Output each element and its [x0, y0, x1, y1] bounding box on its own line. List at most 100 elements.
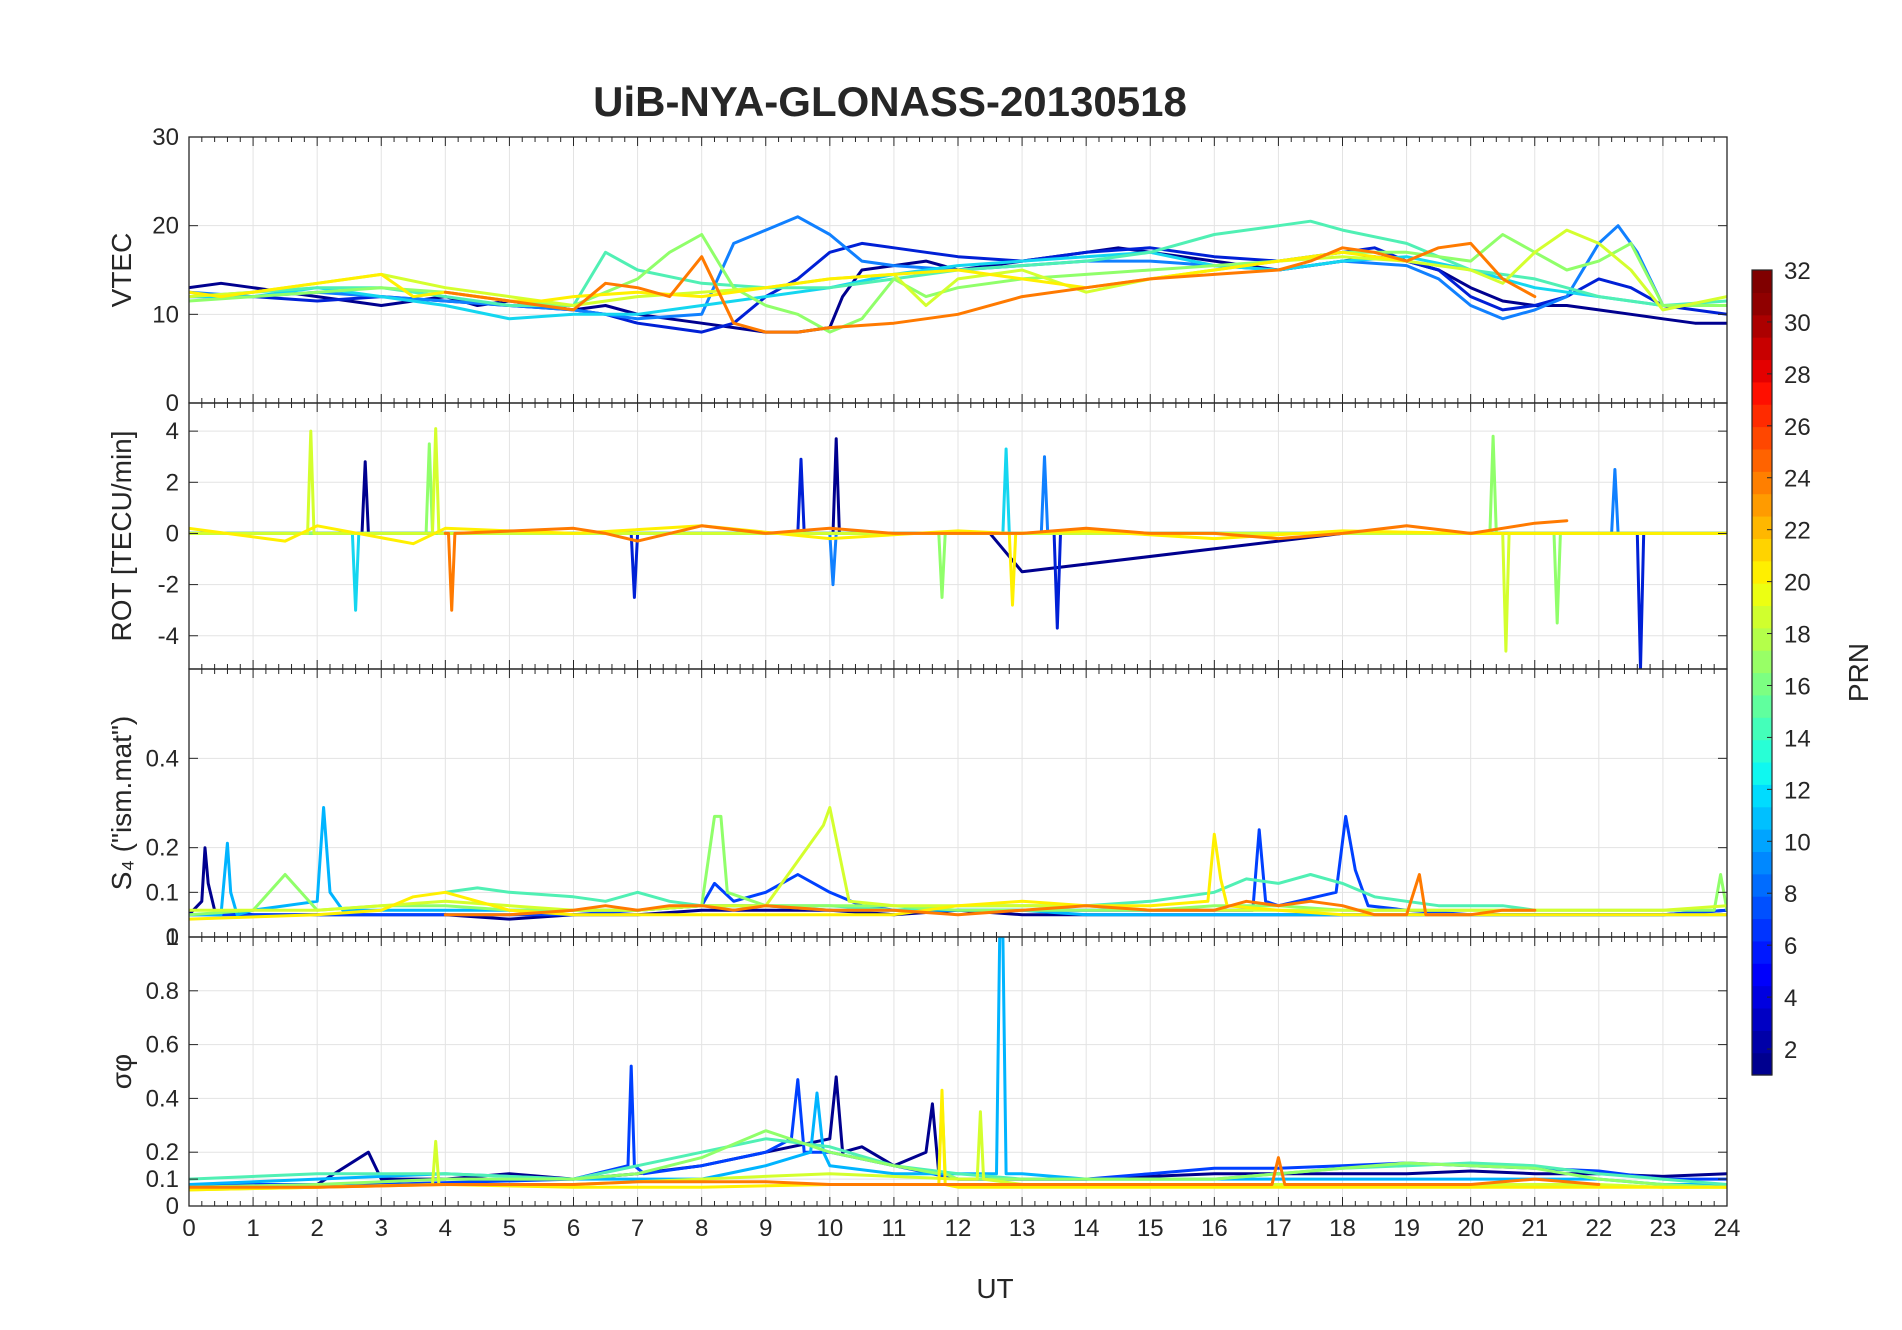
rot-series-prn-9: [189, 455, 1727, 587]
rot-y-label: ROT [TECU/min]: [106, 430, 137, 641]
colorbar-segment: [1752, 426, 1772, 450]
colorbar-tick-label: 32: [1784, 258, 1811, 285]
colorbar-label: PRN: [1843, 643, 1874, 702]
colorbar-segment: [1752, 359, 1772, 383]
sigma-y-tick-label: 0: [166, 1193, 179, 1220]
x-tick-label: 9: [759, 1215, 772, 1242]
panel-vtec: 0 10 20 30 VTEC: [106, 124, 1728, 417]
s4-y-tick-label: 0.2: [146, 835, 179, 862]
colorbar-segment: [1752, 314, 1772, 338]
s4-y-label: S₄ ("ism.mat"): [106, 716, 137, 890]
panel-s4: 0 0.1 0.2 0.4 S₄ ("ism.mat"): [106, 668, 1728, 951]
x-tick-label: 11: [881, 1215, 906, 1242]
colorbar-tick-label: 20: [1784, 570, 1811, 597]
colorbar-tick-label: 2: [1784, 1037, 1797, 1064]
x-tick-label: 17: [1265, 1215, 1292, 1242]
x-tick-label: 10: [816, 1215, 843, 1242]
rot-y-tick-label: -2: [158, 572, 179, 599]
panel-rot: -4 -2 0 2 4 ROT [TECU/min]: [106, 402, 1728, 670]
x-tick-label: 8: [695, 1215, 708, 1242]
colorbar-tick-label: 16: [1784, 673, 1811, 700]
x-tick-label: 19: [1393, 1215, 1420, 1242]
colorbar-segment: [1752, 784, 1772, 808]
colorbar-segment: [1752, 404, 1772, 428]
x-tick-label: 13: [1009, 1215, 1036, 1242]
x-tick-label: 14: [1073, 1215, 1100, 1242]
sigma-y-tick-label: 0.4: [146, 1085, 179, 1112]
vtec-ticks: [188, 136, 1728, 404]
x-tick-label: 12: [945, 1215, 972, 1242]
colorbar-tick-label: 12: [1784, 777, 1811, 804]
colorbar-segment: [1752, 873, 1772, 897]
colorbar-segment: [1752, 1052, 1772, 1076]
colorbar-segment: [1752, 829, 1772, 852]
colorbar-segment: [1752, 627, 1772, 651]
sigma-y-tick-label: 1: [166, 924, 179, 951]
colorbar-tick-label: 10: [1784, 829, 1811, 856]
vtec-y-tick-label: 20: [152, 213, 179, 240]
x-tick-label: 3: [375, 1215, 388, 1242]
x-tick-label: 1: [246, 1215, 259, 1242]
colorbar-tick-label: 6: [1784, 933, 1797, 960]
colorbar-segment: [1752, 985, 1772, 1009]
colorbar-segment: [1752, 918, 1772, 942]
colorbar-segment: [1752, 650, 1772, 674]
s4-y-tick-label: 0.1: [146, 879, 179, 906]
sigma-series-prn-24: [189, 1156, 1601, 1189]
colorbar-segment: [1752, 538, 1772, 562]
colorbar-tick-label: 24: [1784, 466, 1811, 493]
s4-y-tick-label: 0.4: [146, 745, 179, 772]
rot-y-tick-label: 4: [166, 418, 179, 445]
colorbar-segment: [1752, 448, 1772, 472]
colorbar-segment: [1752, 270, 1772, 293]
rot-series-prn-24: [443, 519, 1569, 612]
colorbar-frame: [1751, 269, 1773, 1076]
s4-traces: [189, 806, 1727, 921]
x-tick-label: 23: [1650, 1215, 1677, 1242]
x-tick-label: 21: [1521, 1215, 1548, 1242]
colorbar-tick-label: 26: [1784, 414, 1811, 441]
colorbar-segment: [1752, 515, 1772, 539]
sigma-y-tick-label: 0.6: [146, 1032, 179, 1059]
vtec-y-label: VTEC: [106, 233, 137, 308]
sigma-ticks: [188, 936, 1728, 1207]
colorbar-segment: [1752, 583, 1772, 607]
colorbar-segment: [1752, 605, 1772, 629]
sigma-series-prn-11: [189, 937, 1727, 1186]
colorbar-segment: [1752, 560, 1772, 584]
colorbar-tick-label: 22: [1784, 518, 1811, 545]
colorbar-segment: [1752, 381, 1772, 405]
colorbar-segment: [1752, 292, 1772, 316]
sigma-y-tick-label: 0.8: [146, 978, 179, 1005]
sigma-y-tick-label: 0.2: [146, 1139, 179, 1166]
sigma-traces: [189, 937, 1727, 1192]
rot-y-tick-label: 2: [166, 469, 179, 496]
x-tick-label: 24: [1714, 1215, 1741, 1242]
rot-series-prn-2: [189, 437, 1727, 574]
sigma-series-prn-2: [189, 1075, 1727, 1186]
colorbar-tick-label: 4: [1784, 985, 1797, 1012]
colorbar-segment: [1752, 1007, 1772, 1031]
x-tick-label: 5: [503, 1215, 516, 1242]
colorbar-segment: [1752, 471, 1772, 495]
s4-y-tick-label: 0: [166, 924, 179, 951]
colorbar-segment: [1752, 963, 1772, 987]
rot-y-tick-label: -4: [158, 623, 179, 650]
x-tick-label: 0: [182, 1215, 195, 1242]
rot-ticks: [188, 403, 1728, 669]
s4-ticks: [188, 669, 1728, 938]
colorbar-segment: [1752, 739, 1772, 763]
x-tick-label: 22: [1585, 1215, 1612, 1242]
x-tick-label: 18: [1329, 1215, 1356, 1242]
s4-series-prn-19: [189, 806, 1727, 912]
vtec-y-tick-label: 30: [152, 124, 179, 151]
x-tick-label: 15: [1137, 1215, 1164, 1242]
sigma-y-label: σφ: [106, 1054, 137, 1089]
colorbar-tick-label: 14: [1784, 725, 1811, 752]
vtec-series-prn-24: [443, 241, 1537, 334]
